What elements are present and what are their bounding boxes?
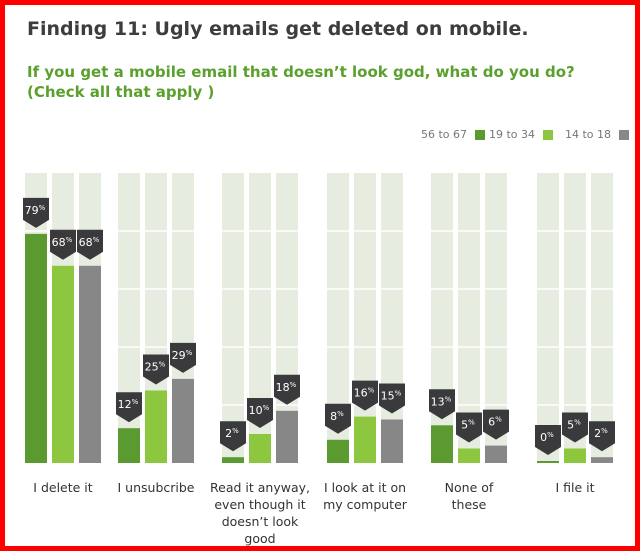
bar bbox=[431, 425, 453, 463]
data-label-badge bbox=[77, 229, 103, 260]
data-label-badge bbox=[220, 421, 246, 452]
data-label: 12% bbox=[116, 392, 142, 423]
data-label-badge bbox=[143, 354, 169, 385]
category-label: I look at it on my computer bbox=[323, 480, 407, 512]
legend-swatch bbox=[619, 129, 630, 140]
bar bbox=[485, 445, 507, 463]
category-label: None of these bbox=[444, 480, 494, 512]
chart-title: Finding 11: Ugly emails get deleted on m… bbox=[27, 18, 529, 40]
data-label: 8% bbox=[325, 403, 351, 434]
bar bbox=[354, 416, 376, 463]
bar bbox=[564, 448, 586, 463]
category-label: Read it anyway, even though it doesn’t l… bbox=[210, 480, 310, 546]
bar-chart: 79%68% 68%12%25%29%2%10%18%8%16% 15%13%5% 6… bbox=[23, 173, 615, 463]
legend-swatch bbox=[475, 129, 486, 140]
data-label: 68% bbox=[77, 229, 103, 260]
bar bbox=[381, 419, 403, 463]
data-label: 2% bbox=[220, 421, 246, 452]
data-label-badge bbox=[116, 392, 142, 423]
bar bbox=[591, 457, 613, 463]
data-label: 5% bbox=[562, 412, 588, 443]
data-label-badge bbox=[483, 409, 509, 440]
category-label: I file it bbox=[555, 480, 595, 495]
data-label: 15% bbox=[379, 383, 405, 414]
legend-item: 14 to 18 bbox=[565, 128, 630, 141]
legend-label: 14 to 18 bbox=[565, 128, 612, 141]
bar bbox=[537, 461, 559, 463]
chart-subtitle-note: (Check all that apply ) bbox=[27, 83, 215, 101]
category-label: I delete it bbox=[33, 480, 93, 495]
bar bbox=[145, 390, 167, 463]
bar-background bbox=[222, 173, 244, 463]
legend: 56 to 67 19 to 34 14 to 18 bbox=[5, 128, 635, 148]
legend-label: 56 to 67 bbox=[421, 128, 468, 141]
data-label: 18% bbox=[274, 374, 300, 405]
data-label: 29% bbox=[170, 342, 196, 373]
bar-background bbox=[327, 173, 349, 463]
bar-background bbox=[118, 173, 140, 463]
bar bbox=[249, 434, 271, 463]
bar-background bbox=[458, 173, 480, 463]
data-label-badge bbox=[429, 389, 455, 420]
bar bbox=[458, 448, 480, 463]
bar-background bbox=[485, 173, 507, 463]
data-label-badge bbox=[274, 374, 300, 405]
data-label: 10% bbox=[247, 398, 273, 428]
data-label: 16% bbox=[352, 380, 378, 411]
bar bbox=[79, 265, 101, 463]
bar bbox=[327, 439, 349, 463]
bar-background bbox=[431, 173, 453, 463]
bar bbox=[276, 410, 298, 463]
data-label-badge bbox=[562, 412, 588, 443]
bar bbox=[118, 428, 140, 463]
legend-item: 19 to 34 bbox=[489, 128, 554, 141]
data-label-badge bbox=[535, 425, 561, 455]
legend-swatch bbox=[543, 129, 554, 140]
data-label-badge bbox=[456, 412, 482, 443]
bar-background bbox=[537, 173, 559, 463]
data-label: 25% bbox=[143, 354, 169, 385]
legend-item: 56 to 67 bbox=[421, 128, 486, 141]
bar-background bbox=[564, 173, 586, 463]
data-label-badge bbox=[247, 398, 273, 428]
data-label-badge bbox=[50, 229, 76, 260]
data-label: 0% bbox=[535, 425, 561, 455]
chart-subtitle: If you get a mobile email that doesn’t l… bbox=[27, 63, 575, 81]
data-label-badge bbox=[325, 403, 351, 434]
bar bbox=[52, 265, 74, 463]
data-label-badge bbox=[170, 342, 196, 373]
category-label: I unsubcribe bbox=[117, 480, 195, 495]
data-label-badge bbox=[352, 380, 378, 411]
bar bbox=[25, 233, 47, 463]
bar-background bbox=[249, 173, 271, 463]
data-label-badge bbox=[23, 197, 49, 228]
legend-label: 19 to 34 bbox=[489, 128, 536, 141]
bar-background bbox=[591, 173, 613, 463]
bar bbox=[172, 378, 194, 463]
data-label: 5% bbox=[456, 412, 482, 443]
data-label: 2% bbox=[589, 421, 615, 452]
data-label: 13% bbox=[429, 389, 455, 420]
data-label: 79% bbox=[23, 197, 49, 228]
data-label-badge bbox=[379, 383, 405, 414]
data-label: 68% bbox=[50, 229, 76, 260]
data-label: 6% bbox=[483, 409, 509, 440]
bar bbox=[222, 457, 244, 463]
data-label-badge bbox=[589, 421, 615, 452]
